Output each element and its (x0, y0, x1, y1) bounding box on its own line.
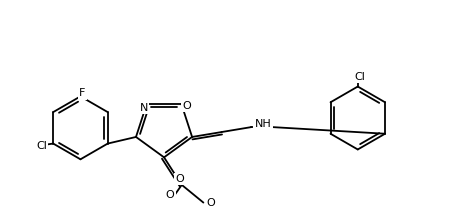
Text: O: O (175, 174, 184, 184)
Text: Cl: Cl (36, 141, 47, 151)
Text: O: O (165, 190, 174, 200)
Text: F: F (79, 88, 85, 98)
Text: N: N (139, 103, 147, 113)
Text: NH: NH (254, 119, 271, 129)
Text: O: O (207, 198, 215, 208)
Text: O: O (182, 101, 190, 111)
Text: Cl: Cl (354, 72, 364, 82)
